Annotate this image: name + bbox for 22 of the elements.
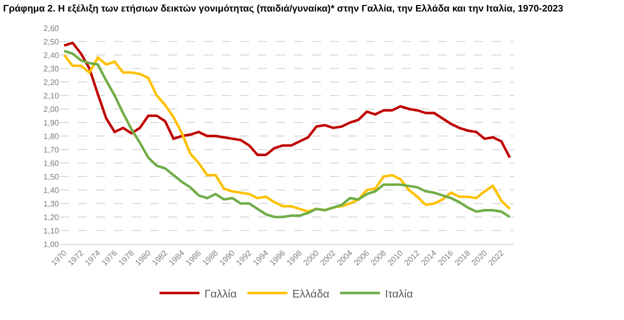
y-tick-label: 2,60 — [43, 24, 60, 33]
y-tick-label: 1,40 — [43, 186, 60, 195]
y-tick-label: 1,10 — [43, 226, 60, 236]
y-tick-label: 1,80 — [43, 132, 60, 141]
y-tick-label: 1,50 — [43, 172, 60, 182]
y-tick-label: 1,70 — [43, 145, 60, 154]
y-tick-label: 2,10 — [43, 91, 60, 100]
y-tick-label: 2,20 — [43, 78, 60, 87]
y-tick-label: 1,90 — [43, 118, 60, 128]
y-tick-label: 1,20 — [43, 212, 60, 222]
y-tick-label: 1,30 — [43, 199, 60, 208]
line-series — [62, 42, 512, 159]
y-tick-label: 2,00 — [43, 104, 60, 114]
legend-label: Ελλάδα — [292, 288, 330, 300]
legend-label: Ιταλία — [385, 288, 414, 300]
legend-label: Γαλλία — [204, 288, 238, 300]
y-tick-label: 2,50 — [43, 37, 60, 46]
y-tick-label: 2,30 — [43, 64, 60, 74]
y-tick-label: 1,60 — [43, 158, 60, 168]
chart-title: Γράφημα 2. Η εξέλιξη των ετήσιων δεικτών γονιμότητας (παιδιά/γυναίκα)* στην Γαλλία, την Ελλάδα και την Ιταλία, 1970-2023 — [3, 3, 564, 14]
y-tick-label: 2,40 — [43, 50, 60, 60]
y-tick-label: 1,00 — [43, 240, 60, 249]
